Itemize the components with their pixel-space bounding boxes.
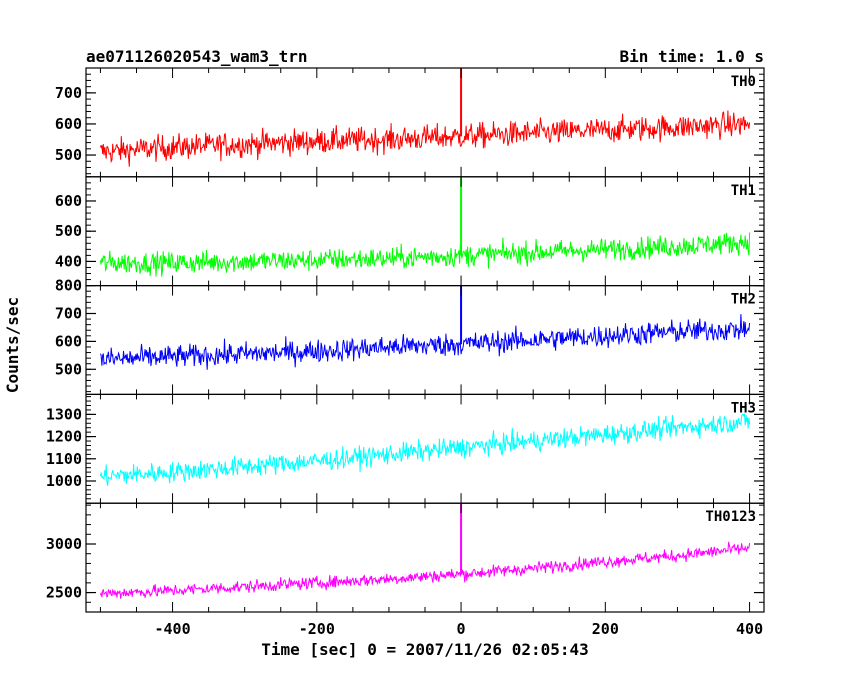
y-tick-label: 1100 xyxy=(46,450,82,468)
y-axis-label: Counts/sec xyxy=(3,297,22,393)
bin-time-label: Bin time: 1.0 s xyxy=(620,47,765,66)
panel-frame xyxy=(85,285,765,396)
y-tick-label: 600 xyxy=(55,115,82,133)
y-tick-label: 1000 xyxy=(46,472,82,490)
panel-label-th0123: TH0123 xyxy=(705,509,756,525)
x-tick-label: 200 xyxy=(592,620,619,638)
series-line-th2 xyxy=(99,314,751,370)
x-tick-label: -400 xyxy=(154,620,190,638)
panel-frame xyxy=(85,176,765,287)
y-tick-label: 600 xyxy=(55,332,82,350)
panel-label-th3: TH3 xyxy=(731,400,756,416)
panel-frame xyxy=(85,502,765,613)
panel-label-th0: TH0 xyxy=(731,74,756,90)
panel-label-th2: TH2 xyxy=(731,292,756,308)
series-line-th0123 xyxy=(99,541,751,599)
y-tick-label: 1300 xyxy=(46,405,82,423)
x-axis-label: Time [sec] 0 = 2007/11/26 02:05:43 xyxy=(261,640,589,659)
panel-label-th1: TH1 xyxy=(731,183,756,199)
y-tick-label: 2500 xyxy=(46,584,82,602)
series-line-th1 xyxy=(99,232,751,277)
y-tick-label: 700 xyxy=(55,304,82,322)
y-tick-label: 500 xyxy=(55,222,82,240)
y-tick-label: 500 xyxy=(55,360,82,378)
y-tick-label: 600 xyxy=(55,192,82,210)
y-tick-label: 1200 xyxy=(46,428,82,446)
x-tick-label: 0 xyxy=(457,620,466,638)
y-tick-label: 800 xyxy=(55,277,82,295)
panels: 500 600 700 TH0 400 500 600 TH1 500 600 700 800 TH2 1… xyxy=(46,67,765,638)
y-tick-label: 3000 xyxy=(46,535,82,553)
series-line-th3 xyxy=(99,413,751,486)
x-tick-label: -200 xyxy=(299,620,335,638)
series-line-th0 xyxy=(99,110,751,167)
chart-title: ae071126020543_wam3_trn xyxy=(86,47,308,66)
x-tick-label: 400 xyxy=(736,620,763,638)
y-tick-label: 700 xyxy=(55,84,82,102)
y-tick-label: 400 xyxy=(55,252,82,270)
y-tick-label: 500 xyxy=(55,146,82,164)
